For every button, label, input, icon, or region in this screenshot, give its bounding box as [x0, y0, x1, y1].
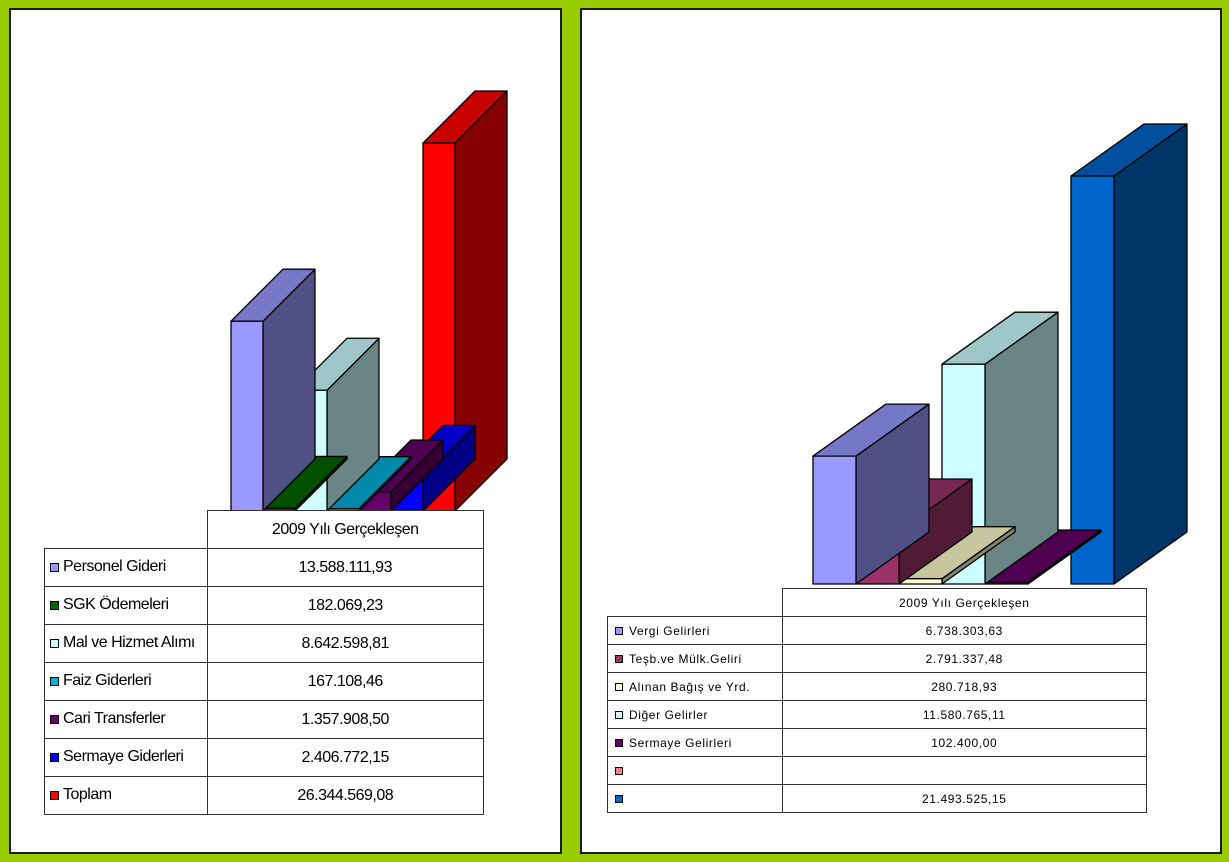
value-cell-tesb-ve-mulk-geliri: 2.791.337,48	[781, 644, 1147, 673]
legend-label-alinan-bagis-ve-yrd: Alınan Bağış ve Yrd.	[629, 679, 751, 694]
table-row	[607, 756, 1147, 785]
legend-label-cari-transferler: Cari Transferler	[63, 710, 166, 728]
bar-side-item-7	[1113, 123, 1188, 585]
table-row: Sermaye Giderleri 2.406.772,15	[44, 738, 484, 777]
legend-swatch-tesb-ve-mulk-geliri	[615, 654, 623, 663]
header-blank-cell	[607, 588, 783, 617]
column-header: 2009 Yılı Gerçekleşen	[206, 510, 484, 549]
legend-cell-sermaye-gelirleri: Sermaye Gelirleri	[607, 728, 783, 757]
column-header: 2009 Yılı Gerçekleşen	[781, 588, 1147, 617]
expense-data-table: 2009 Yılı Gerçekleşen Personel Gideri 13.…	[44, 510, 484, 815]
revenue-bar-chart	[812, 123, 1188, 585]
table-row: SGK Ödemeleri 182.069,23	[44, 586, 484, 625]
legend-swatch-cari-transferler	[50, 714, 59, 724]
value-cell-faiz-giderleri: 167.108,46	[206, 662, 484, 701]
legend-cell-diger-gelirler: Diğer Gelirler	[607, 700, 783, 729]
legend-label-toplam: Toplam	[63, 786, 112, 804]
legend-cell-item-7	[607, 784, 783, 813]
bar-item-7	[1070, 175, 1115, 585]
table-header-row: 2009 Yılı Gerçekleşen	[607, 588, 1147, 617]
value-cell-vergi-gelirleri: 6.738.303,63	[781, 616, 1147, 645]
legend-swatch-sgk-odemeleri	[50, 600, 59, 610]
value-cell-sgk-odemeleri: 182.069,23	[206, 586, 484, 625]
legend-label-mal-ve-hizmet-alimi: Mal ve Hizmet Alımı	[63, 634, 195, 652]
table-row: Toplam 26.344.569,08	[44, 776, 484, 815]
revenue-data-table: 2009 Yılı Gerçekleşen Vergi Gelirleri 6.7…	[607, 588, 1147, 813]
revenue-chart-panel: 2009 Yılı Gerçekleşen Vergi Gelirleri 6.7…	[580, 8, 1222, 854]
legend-swatch-alinan-bagis-ve-yrd	[615, 682, 623, 691]
table-row: Alınan Bağış ve Yrd. 280.718,93	[607, 672, 1147, 701]
table-row: Vergi Gelirleri 6.738.303,63	[607, 616, 1147, 645]
value-cell-personel-gideri: 13.588.111,93	[206, 548, 484, 587]
bar-sermaye-gelirleri	[984, 581, 1029, 585]
header-blank-cell	[44, 510, 208, 549]
table-row: Faiz Giderleri 167.108,46	[44, 662, 484, 701]
table-row: Teşb.ve Mülk.Geliri 2.791.337,48	[607, 644, 1147, 673]
legend-cell-sermaye-giderleri: Sermaye Giderleri	[44, 738, 208, 777]
value-cell-sermaye-gelirleri: 102.400,00	[781, 728, 1147, 757]
legend-swatch-mal-ve-hizmet-alimi	[50, 638, 59, 648]
value-cell-mal-ve-hizmet-alimi: 8.642.598,81	[206, 624, 484, 663]
table-row: Personel Gideri 13.588.111,93	[44, 548, 484, 587]
value-cell-cari-transferler: 1.357.908,50	[206, 700, 484, 739]
table-row: 21.493.525,15	[607, 784, 1147, 813]
table-header-row: 2009 Yılı Gerçekleşen	[44, 510, 484, 549]
table-row: Cari Transferler 1.357.908,50	[44, 700, 484, 739]
legend-swatch-sermaye-gelirleri	[615, 738, 623, 747]
expense-chart-panel: 2009 Yılı Gerçekleşen Personel Gideri 13.…	[9, 8, 562, 854]
legend-label-faiz-giderleri: Faiz Giderleri	[63, 672, 152, 690]
bar-vergi-gelirleri	[812, 455, 857, 585]
legend-label-personel-gideri: Personel Gideri	[63, 558, 166, 576]
legend-swatch-item-6	[615, 766, 623, 775]
legend-cell-faiz-giderleri: Faiz Giderleri	[44, 662, 208, 701]
legend-cell-mal-ve-hizmet-alimi: Mal ve Hizmet Alımı	[44, 624, 208, 663]
legend-cell-sgk-odemeleri: SGK Ödemeleri	[44, 586, 208, 625]
value-cell-toplam: 26.344.569,08	[206, 776, 484, 815]
legend-label-diger-gelirler: Diğer Gelirler	[629, 707, 709, 722]
legend-cell-toplam: Toplam	[44, 776, 208, 815]
value-cell-item-7: 21.493.525,15	[781, 784, 1147, 813]
legend-swatch-item-7	[615, 794, 623, 803]
legend-swatch-sermaye-giderleri	[50, 752, 59, 762]
legend-cell-personel-gideri: Personel Gideri	[44, 548, 208, 587]
legend-cell-alinan-bagis-ve-yrd: Alınan Bağış ve Yrd.	[607, 672, 783, 701]
table-row: Diğer Gelirler 11.580.765,11	[607, 700, 1147, 729]
legend-label-sermaye-gelirleri: Sermaye Gelirleri	[629, 735, 732, 750]
legend-swatch-vergi-gelirleri	[615, 626, 623, 635]
legend-swatch-personel-gideri	[50, 562, 59, 572]
legend-swatch-toplam	[50, 790, 59, 800]
legend-cell-item-6	[607, 756, 783, 785]
legend-label-sgk-odemeleri: SGK Ödemeleri	[63, 596, 169, 614]
legend-swatch-diger-gelirler	[615, 710, 623, 719]
legend-swatch-faiz-giderleri	[50, 676, 59, 686]
table-row: Sermaye Gelirleri 102.400,00	[607, 728, 1147, 757]
legend-cell-cari-transferler: Cari Transferler	[44, 700, 208, 739]
table-row: Mal ve Hizmet Alımı 8.642.598,81	[44, 624, 484, 663]
legend-label-tesb-ve-mulk-geliri: Teşb.ve Mülk.Geliri	[629, 651, 742, 666]
value-cell-diger-gelirler: 11.580.765,11	[781, 700, 1147, 729]
legend-cell-tesb-ve-mulk-geliri: Teşb.ve Mülk.Geliri	[607, 644, 783, 673]
legend-label-sermaye-giderleri: Sermaye Giderleri	[63, 748, 184, 766]
legend-label-vergi-gelirleri: Vergi Gelirleri	[629, 623, 711, 638]
bar-personel-gideri	[230, 320, 264, 512]
value-cell-alinan-bagis-ve-yrd: 280.718,93	[781, 672, 1147, 701]
value-cell-sermaye-giderleri: 2.406.772,15	[206, 738, 484, 777]
value-cell-item-6	[781, 756, 1147, 785]
legend-cell-vergi-gelirleri: Vergi Gelirleri	[607, 616, 783, 645]
expense-bar-chart	[230, 90, 508, 512]
